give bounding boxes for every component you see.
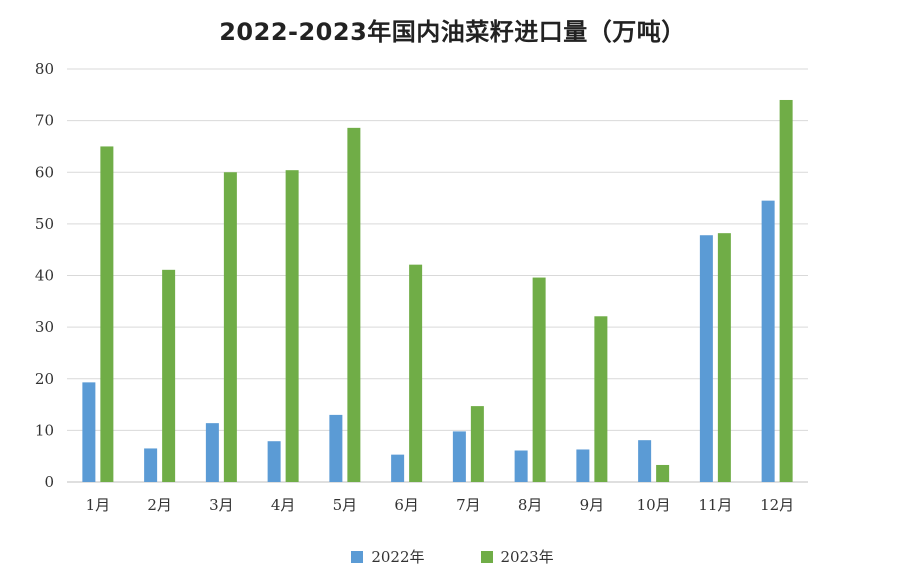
y-tick-label: 80 xyxy=(35,60,54,78)
x-tick-label: 12月 xyxy=(760,496,794,514)
legend-label-2022: 2022年 xyxy=(371,548,425,566)
bar-2023年-11月 xyxy=(717,233,731,482)
x-tick-label: 5月 xyxy=(333,496,358,514)
y-tick-label: 40 xyxy=(35,267,54,285)
y-tick-label: 10 xyxy=(35,421,54,439)
bar-2022年-3月 xyxy=(205,423,219,482)
bar-2022年-5月 xyxy=(329,414,343,482)
x-tick-label: 8月 xyxy=(518,496,543,514)
x-tick-label: 11月 xyxy=(698,496,732,514)
bar-2022年-9月 xyxy=(576,449,590,482)
y-tick-label: 70 xyxy=(35,112,54,130)
x-tick-label: 10月 xyxy=(637,496,671,514)
y-tick-label: 50 xyxy=(35,215,54,233)
bar-2023年-8月 xyxy=(532,277,546,482)
legend: 2022年 2023年 xyxy=(0,546,905,567)
bar-2022年-10月 xyxy=(638,440,652,482)
bar-2023年-10月 xyxy=(656,464,670,482)
legend-swatch-2023 xyxy=(480,550,493,563)
y-tick-label: 30 xyxy=(35,318,54,336)
legend-item-2022: 2022年 xyxy=(351,546,425,567)
bar-2022年-1月 xyxy=(82,382,96,482)
bar-2022年-8月 xyxy=(514,450,528,482)
legend-label-2023: 2023年 xyxy=(500,548,554,566)
bar-2023年-7月 xyxy=(470,406,484,482)
bar-2023年-5月 xyxy=(347,127,361,482)
bar-2022年-2月 xyxy=(144,448,158,482)
bar-2023年-12月 xyxy=(779,99,793,482)
tick-labels: 0 10 20 30 40 50 60 70 80 1月 2月 3月 4月 5月 6月 7月 8月 9月 10月 11… xyxy=(35,60,794,514)
gridlines xyxy=(67,68,808,431)
bar-2022年-11月 xyxy=(699,235,713,482)
bar-2022年-4月 xyxy=(267,441,281,482)
x-tick-label: 4月 xyxy=(271,496,296,514)
chart-title: 2022-2023年国内油菜籽进口量（万吨） xyxy=(219,18,686,46)
bar-2022年-12月 xyxy=(761,200,775,483)
x-tick-label: 3月 xyxy=(209,496,234,514)
bar-2023年-2月 xyxy=(162,269,176,482)
bar-2023年-1月 xyxy=(100,146,114,482)
legend-swatch-2022 xyxy=(351,550,364,563)
legend-item-2023: 2023年 xyxy=(480,546,554,567)
x-tick-label: 1月 xyxy=(86,496,111,514)
bars xyxy=(82,99,793,483)
bar-2023年-6月 xyxy=(409,264,423,482)
x-tick-label: 9月 xyxy=(580,496,605,514)
y-tick-label: 20 xyxy=(35,370,54,388)
bar-2023年-4月 xyxy=(285,170,299,482)
bar-2023年-3月 xyxy=(223,172,237,482)
y-tick-label: 60 xyxy=(35,163,54,181)
bar-2022年-6月 xyxy=(391,454,405,482)
bar-2022年-7月 xyxy=(452,431,466,482)
y-tick-label: 0 xyxy=(44,473,54,491)
x-tick-label: 2月 xyxy=(147,496,172,514)
bar-2023年-9月 xyxy=(594,316,608,482)
x-tick-label: 6月 xyxy=(394,496,419,514)
x-tick-label: 7月 xyxy=(456,496,481,514)
